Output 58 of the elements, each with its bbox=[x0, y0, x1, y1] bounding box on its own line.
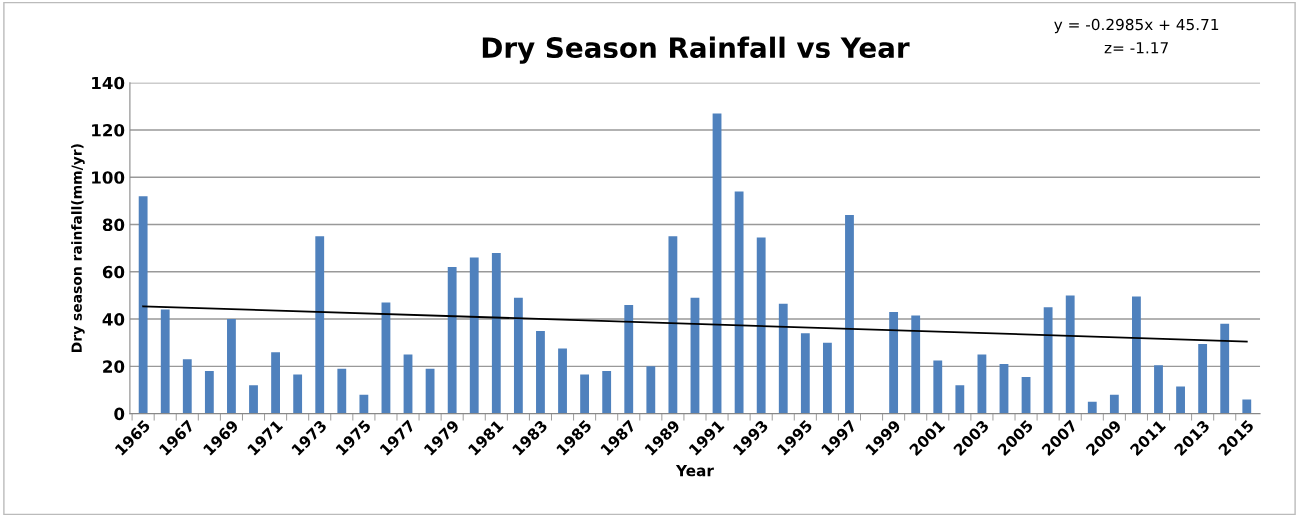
bar bbox=[756, 237, 766, 414]
bar bbox=[955, 385, 965, 414]
text: z= -1.17 bbox=[1104, 42, 1168, 54]
y-tick-label: 20 bbox=[103, 360, 125, 373]
bar bbox=[1132, 296, 1141, 414]
bar bbox=[425, 368, 435, 414]
bar bbox=[646, 366, 656, 414]
bar bbox=[845, 215, 854, 414]
y-tick-label: 0 bbox=[114, 407, 125, 421]
y-tick-label: 60 bbox=[102, 265, 125, 279]
bar bbox=[624, 304, 634, 414]
bar bbox=[933, 360, 943, 414]
bar bbox=[889, 311, 899, 414]
bar bbox=[580, 374, 590, 414]
bar bbox=[447, 267, 457, 414]
bar bbox=[977, 354, 987, 414]
bar bbox=[602, 371, 612, 414]
bar bbox=[315, 236, 325, 414]
bar bbox=[513, 297, 523, 414]
text: y = -0.2985x + 45.71 bbox=[1054, 18, 1219, 34]
bar bbox=[293, 374, 303, 414]
bar bbox=[138, 196, 148, 414]
bar bbox=[778, 303, 788, 414]
chart-title: Dry Season Rainfall vs Year bbox=[482, 36, 910, 64]
bar bbox=[668, 236, 678, 414]
bar bbox=[469, 257, 479, 414]
bar bbox=[1109, 394, 1119, 414]
x-axis-title: Year bbox=[675, 465, 714, 477]
bar bbox=[359, 394, 369, 414]
y-tick-label: 80 bbox=[102, 218, 125, 232]
bar bbox=[1176, 386, 1185, 414]
bar bbox=[249, 385, 258, 414]
bar bbox=[491, 252, 501, 414]
bar bbox=[712, 113, 722, 414]
y-axis-title: Dry season rainfall(mm/yr) bbox=[71, 144, 85, 353]
bar bbox=[1198, 343, 1208, 414]
bar bbox=[536, 330, 545, 414]
bar bbox=[822, 342, 832, 414]
bar bbox=[160, 309, 170, 414]
y-tick-label: 140 bbox=[92, 76, 125, 90]
bar bbox=[911, 315, 921, 414]
bar bbox=[734, 191, 744, 414]
bar bbox=[182, 359, 192, 414]
bar bbox=[337, 368, 347, 414]
y-tick-label: 40 bbox=[102, 313, 125, 326]
bar bbox=[1220, 323, 1230, 414]
bar bbox=[1242, 399, 1252, 414]
bar bbox=[558, 348, 567, 414]
bar bbox=[204, 371, 214, 414]
bar bbox=[271, 352, 280, 414]
bar bbox=[1065, 295, 1075, 414]
bar bbox=[800, 333, 810, 414]
bar bbox=[1087, 401, 1097, 414]
bar bbox=[1043, 307, 1053, 414]
bar bbox=[1154, 365, 1163, 414]
y-tick-label: 120 bbox=[92, 123, 125, 137]
y-tick-label: 100 bbox=[92, 171, 125, 184]
bar bbox=[227, 319, 236, 414]
